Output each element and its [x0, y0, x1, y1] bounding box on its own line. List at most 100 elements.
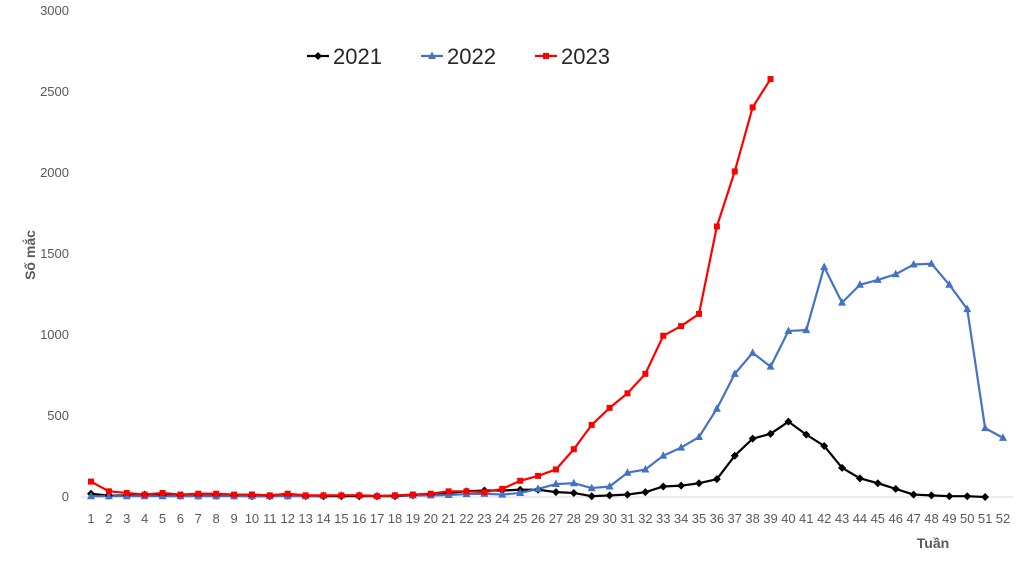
data-point	[712, 475, 721, 484]
data-point	[695, 432, 703, 441]
data-point	[374, 493, 381, 500]
legend-item-2022: 2022	[421, 44, 496, 69]
data-point	[730, 451, 739, 460]
y-tick-label: 1500	[40, 246, 69, 261]
x-tick-label: 10	[245, 511, 259, 526]
data-point	[248, 491, 255, 498]
x-tick-label: 26	[531, 511, 545, 526]
data-point	[123, 489, 130, 496]
series-line-2022	[91, 262, 1004, 498]
x-tick-label: 11	[263, 511, 277, 526]
data-point	[945, 280, 954, 288]
data-point	[873, 479, 882, 488]
x-tick-label: 8	[213, 511, 220, 526]
data-point	[784, 417, 793, 426]
legend-label: 2022	[447, 44, 496, 69]
data-point	[642, 370, 649, 377]
x-tick-label: 39	[763, 511, 777, 526]
x-tick-label: 51	[978, 511, 992, 526]
x-tick-label: 3	[123, 511, 130, 526]
data-point	[463, 488, 470, 495]
data-point	[766, 429, 775, 438]
series-markers	[87, 76, 1007, 501]
data-point	[927, 491, 936, 500]
data-point	[963, 492, 972, 501]
data-point	[784, 326, 793, 334]
data-point	[87, 491, 95, 500]
x-tick-label: 18	[388, 511, 402, 526]
data-point	[159, 489, 166, 496]
y-axis-title: Số mắc	[21, 230, 38, 280]
data-point	[927, 259, 936, 267]
data-point	[731, 168, 738, 175]
data-point	[909, 490, 918, 499]
x-tick-label: 6	[177, 511, 184, 526]
series-line-2023	[90, 78, 772, 498]
data-point	[587, 492, 596, 501]
data-point	[338, 492, 345, 499]
data-point	[534, 484, 543, 492]
y-tick-label: 0	[62, 489, 69, 504]
x-tick-label: 15	[334, 511, 348, 526]
x-tick-label: 36	[710, 511, 724, 526]
x-tick-label: 12	[280, 511, 294, 526]
data-point	[659, 451, 668, 459]
data-point	[588, 421, 595, 428]
data-point	[909, 260, 918, 268]
x-tick-label: 20	[424, 511, 438, 526]
x-tick-label: 49	[942, 511, 956, 526]
data-point	[605, 481, 614, 490]
data-point	[891, 269, 900, 278]
series-lines	[90, 78, 1004, 499]
data-point	[659, 482, 668, 491]
x-tick-label: 38	[745, 511, 759, 526]
data-point	[802, 325, 811, 334]
data-point	[428, 51, 436, 59]
data-point	[543, 53, 549, 59]
data-point	[695, 479, 703, 488]
data-point	[605, 491, 614, 500]
data-point	[570, 446, 577, 453]
data-point	[195, 490, 202, 497]
data-point	[748, 348, 757, 356]
data-point	[231, 491, 238, 498]
data-point	[855, 474, 864, 483]
data-point	[767, 76, 774, 83]
data-point	[891, 484, 900, 493]
data-point	[445, 488, 452, 495]
data-point	[999, 433, 1007, 441]
data-point	[981, 493, 990, 501]
data-point	[141, 491, 148, 498]
x-tick-label: 17	[370, 511, 384, 526]
x-tick-label: 47	[906, 511, 920, 526]
y-tick-label: 3000	[40, 3, 69, 18]
x-tick-label: 52	[996, 511, 1010, 526]
data-point	[730, 369, 739, 377]
x-tick-label: 22	[459, 511, 473, 526]
x-tick-label: 33	[656, 511, 670, 526]
legend-item-2023: 2023	[535, 44, 610, 69]
data-point	[963, 304, 972, 313]
x-axis-title: Tuần	[917, 535, 949, 551]
data-point	[356, 492, 363, 499]
x-tick-label: 9	[230, 511, 237, 526]
legend-label: 2023	[561, 44, 610, 69]
x-tick-label: 31	[620, 511, 634, 526]
data-point	[427, 490, 434, 497]
data-point	[660, 332, 667, 339]
x-tick-label: 5	[159, 511, 166, 526]
data-point	[855, 280, 864, 288]
data-point	[696, 310, 702, 317]
x-tick-label: 35	[692, 511, 706, 526]
x-tick-label: 4	[141, 511, 148, 526]
x-tick-label: 29	[584, 511, 598, 526]
x-tick-label: 43	[835, 511, 849, 526]
x-tick-label: 46	[888, 511, 902, 526]
y-tick-label: 2000	[40, 165, 69, 180]
data-point	[623, 490, 632, 499]
x-tick-label: 16	[352, 511, 366, 526]
data-point	[677, 481, 686, 490]
data-point	[873, 275, 882, 283]
data-point	[623, 468, 632, 476]
